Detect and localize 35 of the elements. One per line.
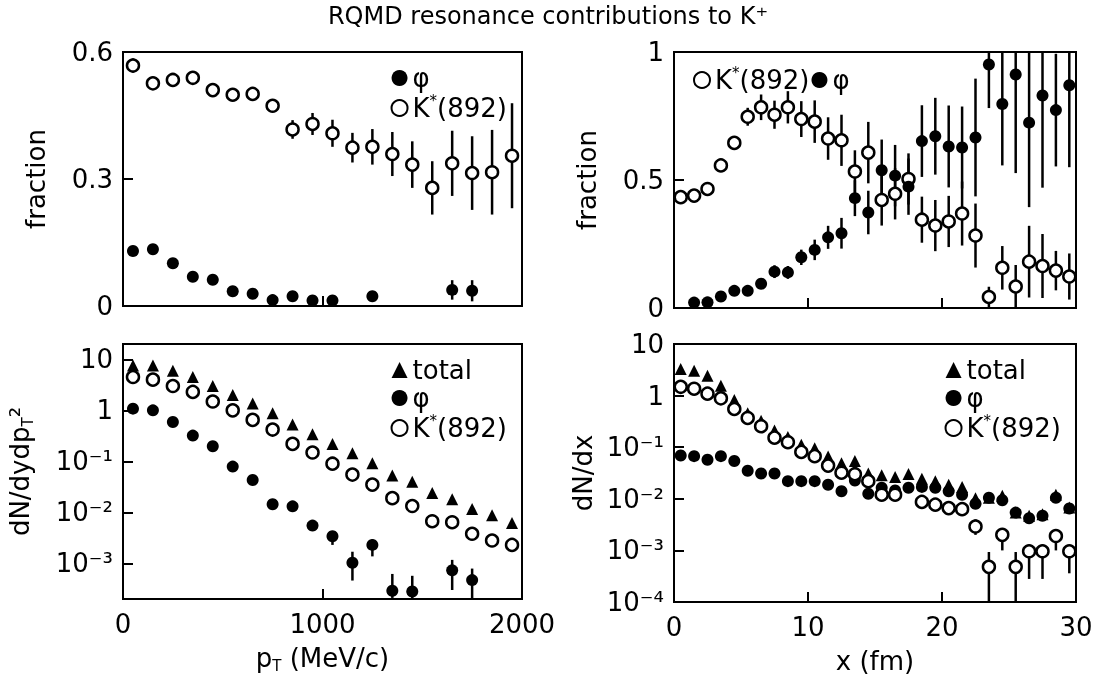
legend-label: total	[966, 355, 1026, 385]
x-axis-title: x (fm)	[835, 646, 915, 676]
y-tick-label: 0.6	[71, 37, 113, 67]
y-tick-label: 0	[647, 293, 664, 323]
y-axis-title: fraction	[21, 129, 51, 229]
legend-label: φ	[832, 65, 850, 95]
y-tick-label: 10⁻²	[606, 483, 664, 514]
y-tick-label: 0.3	[71, 164, 113, 194]
y-axis-title: dN/dx	[567, 434, 598, 512]
y-tick-label: 10⁻⁴	[606, 587, 664, 617]
y-tick-label: 10⁻¹	[55, 446, 113, 477]
legend-label: φ	[412, 63, 430, 93]
y-tick-label: 1	[647, 37, 664, 67]
y-axis-title: fraction	[572, 130, 602, 230]
y-tick-label: 0.5	[622, 165, 664, 195]
x-tick-label: 2000	[488, 609, 556, 639]
y-tick-label: 10⁻³	[606, 535, 664, 566]
legend-label: total	[412, 355, 472, 385]
legend-label: φ	[966, 383, 984, 413]
y-tick-label: 10⁻¹	[606, 432, 664, 463]
legend-label: φ	[412, 383, 430, 413]
y-tick-label: 10⁻³	[55, 548, 113, 579]
x-tick-label: 20	[925, 612, 959, 642]
y-axis-title: dN/dydpT²	[5, 406, 37, 537]
y-tick-label: 1	[96, 395, 113, 426]
legend-label: K*(892)	[715, 63, 810, 95]
y-tick-label: 1	[647, 380, 664, 411]
y-tick-label: 10⁻²	[55, 497, 113, 528]
chart-title: RQMD resonance contributions to K⁺	[326, 2, 770, 30]
y-tick-label: 10	[79, 344, 113, 375]
x-tick-label: 10	[791, 612, 825, 642]
y-tick-label: 0	[96, 291, 113, 321]
x-tick-label: 1000	[289, 609, 356, 639]
y-tick-label: 10	[630, 329, 664, 359]
x-tick-label: 30	[1059, 612, 1093, 642]
